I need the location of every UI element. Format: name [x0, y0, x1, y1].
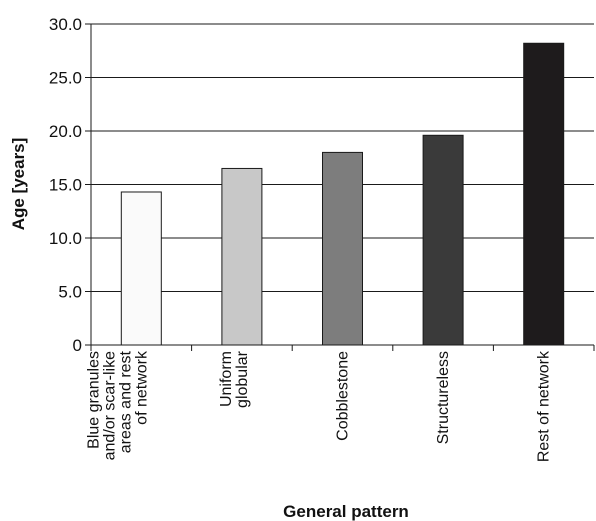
bars — [120, 42, 565, 346]
y-tick-label: 25.0 — [49, 69, 82, 88]
bar — [523, 42, 565, 346]
x-category-label: Blue granules and/or scar-like areas and r… — [85, 350, 150, 460]
x-category-label: Rest of network — [536, 350, 553, 462]
x-category-labels: Blue granules and/or scar-like areas and r… — [85, 350, 552, 462]
bar — [221, 167, 263, 346]
x-category-label: Cobblestone — [335, 351, 352, 441]
x-category-label: Uniform globular — [218, 350, 251, 408]
y-tick-label: 0 — [73, 336, 82, 355]
x-category-label-line: Structureless — [435, 351, 452, 444]
y-tick-label: 30.0 — [49, 15, 82, 34]
y-axis-title: Age [years] — [9, 138, 28, 231]
y-tick-labels: 0 5.0 10.0 15.0 20.0 25.0 30.0 — [49, 15, 82, 355]
y-tick-label: 10.0 — [49, 229, 82, 248]
y-tick-label: 20.0 — [49, 122, 82, 141]
x-category-label-line: Rest of network — [536, 350, 553, 462]
x-category-label-line: areas and rest — [117, 350, 134, 453]
x-category-label-line: Blue granules — [85, 351, 102, 449]
axes — [85, 23, 595, 351]
bar — [322, 151, 363, 346]
x-category-label: Structureless — [435, 351, 452, 444]
bar — [422, 134, 464, 346]
x-category-label-line: Cobblestone — [335, 351, 352, 441]
x-category-label-line: Uniform — [218, 351, 235, 407]
x-category-label-line: and/or scar-like — [101, 351, 118, 460]
y-tick-label: 5.0 — [58, 283, 82, 302]
x-category-label-line: of network — [133, 350, 150, 425]
x-category-label-line: globular — [234, 350, 251, 408]
y-tick-label: 15.0 — [49, 176, 82, 195]
bar — [120, 191, 162, 346]
x-axis-title: General pattern — [283, 502, 409, 521]
